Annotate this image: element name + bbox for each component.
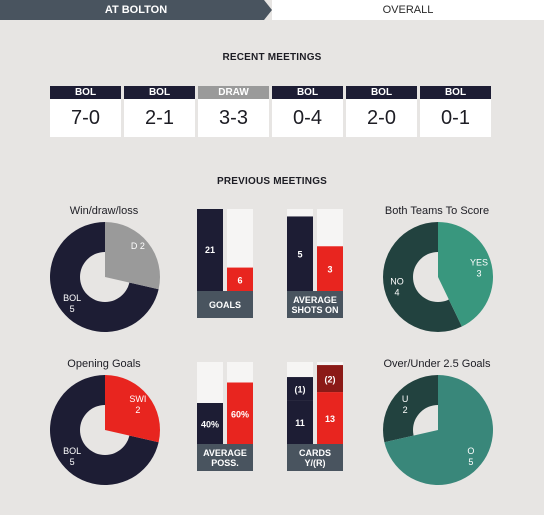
bar [287,216,313,291]
bar-red-value: (1) [295,385,306,395]
donut-slice [384,375,493,485]
meeting-result: BOL [346,86,417,99]
bar [317,246,343,291]
bar [227,267,253,291]
meeting-score: 2-1 [124,99,195,137]
meeting-score: 7-0 [50,99,121,137]
slice-value: 4 [395,287,400,297]
donut-slice [105,222,160,290]
slice-value: 5 [70,457,75,467]
slice-label: SWI [129,394,146,404]
recent-meetings-list: BOL 7-0 BOL 2-1 DRAW 3-3 BOL 0-4 BOL 2-0… [50,86,493,137]
opening-goals-title: Opening Goals [67,358,141,370]
meeting-score: 2-0 [346,99,417,137]
slice-value: 2 [135,405,140,415]
cards-bars: 11 (1) 13 (2) [287,362,343,444]
goals-bars: 21 6 [197,209,253,291]
average-possession-bars: 40% 60% [197,362,253,444]
slice-value: 2 [403,405,408,415]
meeting-card: DRAW 3-3 [198,86,269,137]
tab-at-bolton[interactable]: AT BOLTON [0,0,272,20]
meeting-result: DRAW [198,86,269,99]
bar-value: 60% [231,409,249,419]
win-draw-loss-title: Win/draw/loss [69,205,139,217]
bar-red [317,365,343,393]
previous-meetings-title: PREVIOUS MEETINGS [216,176,328,187]
slice-label: YES [470,258,488,268]
bar-value: 3 [327,265,332,275]
meeting-score: 0-4 [272,99,343,137]
bar [197,209,223,291]
cards-caption: CARDS Y/(R) [287,444,343,471]
slice-value: 5 [468,457,473,467]
slice-label: U [402,394,409,404]
average-shots-caption: AVERAGE SHOTS ON [287,291,343,318]
over-under-donut: U2 O5 [383,375,493,485]
average-shots-bars: 53 [287,209,343,291]
slice-label: O [467,446,474,456]
meeting-card: BOL 7-0 [50,86,121,137]
slice-label: BOL [63,293,81,303]
bar-red [287,377,313,401]
bar-red-value: (2) [325,375,336,385]
meeting-score: 0-1 [420,99,491,137]
tab-bar: AT BOLTON OVERALL [0,0,544,20]
slice-label: D 2 [131,241,145,251]
meeting-result: BOL [272,86,343,99]
btts-title: Both Teams To Score [384,205,490,217]
goals-caption: GOALS [197,291,253,318]
bar-value: 40% [201,420,219,430]
meeting-card: BOL 2-1 [124,86,195,137]
meeting-score: 3-3 [198,99,269,137]
donut-slice [438,222,493,327]
slice-label: NO [390,276,404,286]
bar-value: 13 [325,414,335,424]
bar [197,403,223,444]
slice-value: 3 [476,269,481,279]
bar [227,382,253,444]
slice-label: BOL [63,446,81,456]
bar-value: 5 [297,250,302,260]
bar-value: 6 [237,275,242,285]
bar-yellow [287,400,313,444]
meeting-card: BOL 0-4 [272,86,343,137]
tab-overall[interactable]: OVERALL [272,0,544,20]
meeting-result: BOL [124,86,195,99]
recent-meetings-title: RECENT MEETINGS [222,52,322,63]
bar-yellow [317,392,343,444]
meeting-result: BOL [420,86,491,99]
bar-value: 11 [295,418,305,428]
over-under-title: Over/Under 2.5 Goals [383,358,491,370]
meeting-card: BOL 0-1 [420,86,491,137]
bar-value: 21 [205,245,215,255]
donut-slice [105,375,160,443]
average-possession-caption: AVERAGE POSS. [197,444,253,471]
meeting-card: BOL 2-0 [346,86,417,137]
slice-value: 5 [70,304,75,314]
meeting-result: BOL [50,86,121,99]
